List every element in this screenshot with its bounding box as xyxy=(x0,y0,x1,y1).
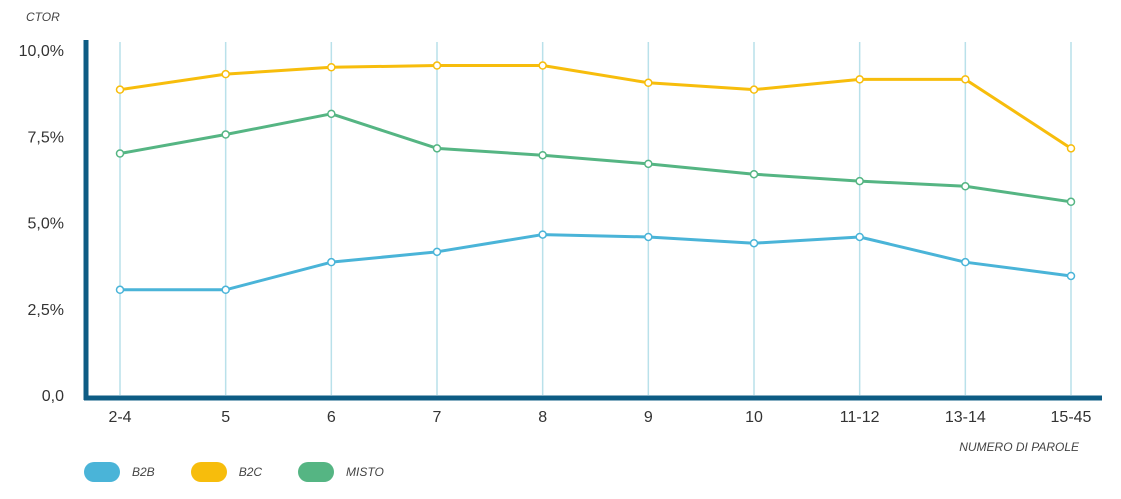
x-tick-label: 6 xyxy=(327,409,336,426)
series-line-b2b xyxy=(120,233,1072,292)
data-point-b2b xyxy=(115,285,125,295)
data-point-misto xyxy=(961,182,970,191)
x-tick-label: 9 xyxy=(644,409,653,426)
data-point-misto xyxy=(1066,197,1076,207)
legend-label-misto: MISTO xyxy=(346,465,384,479)
x-tick-label: 2-4 xyxy=(108,409,131,426)
x-axis-title: NUMERO DI PAROLE xyxy=(959,440,1080,454)
legend-swatch-misto xyxy=(298,462,335,482)
data-point-misto xyxy=(538,150,547,160)
y-tick-labels: 0,0 2,5% 5,0% 7,5% 10,0% xyxy=(19,43,64,405)
data-point-misto xyxy=(855,176,864,186)
vertical-gridlines xyxy=(119,42,1072,395)
legend-label-b2c: B2C xyxy=(238,465,263,479)
y-axis-title: CTOR xyxy=(26,10,60,24)
data-point-misto xyxy=(115,149,125,158)
data-point-b2b xyxy=(432,247,442,257)
legend-item-b2b: B2B xyxy=(84,462,155,482)
y-tick-label: 7,5% xyxy=(28,129,64,146)
data-point-b2b xyxy=(644,232,653,242)
data-point-b2c xyxy=(538,61,547,70)
data-point-b2b xyxy=(961,257,970,267)
data-point-b2c xyxy=(432,61,442,70)
data-point-b2c xyxy=(855,75,864,84)
x-tick-labels: 2-4 5 6 7 8 9 10 11-12 13-14 15-45 xyxy=(108,409,1091,426)
x-tick-label: 5 xyxy=(221,409,230,426)
data-point-b2b xyxy=(749,238,759,248)
line-chart: CTOR 0,0 2,5% 5,0% 7,5% 10,0% 2-4 5 6 7 8 9 10 11-1… xyxy=(19,10,1102,454)
data-point-b2c xyxy=(961,75,970,84)
data-point-b2c xyxy=(1066,144,1076,153)
data-point-b2b xyxy=(1066,271,1076,281)
data-point-misto xyxy=(749,169,759,179)
data-point-b2c xyxy=(221,69,230,79)
x-tick-label: 7 xyxy=(433,409,442,426)
data-point-b2c xyxy=(327,63,336,72)
legend-label-b2b: B2B xyxy=(132,465,155,479)
data-point-b2b xyxy=(855,232,864,242)
data-point-misto xyxy=(221,130,230,139)
x-tick-label: 13-14 xyxy=(945,409,986,426)
series-lines xyxy=(115,61,1076,295)
data-point-misto xyxy=(644,159,653,169)
data-point-b2c xyxy=(749,85,759,94)
data-point-b2c xyxy=(115,85,125,94)
y-tick-label: 2,5% xyxy=(28,302,64,319)
y-tick-label: 10,0% xyxy=(19,43,64,60)
legend: B2B B2C MISTO xyxy=(84,462,420,482)
x-tick-label: 11-12 xyxy=(840,409,880,426)
data-point-b2b xyxy=(221,285,230,295)
legend-swatch-b2b xyxy=(84,462,120,482)
data-point-misto xyxy=(432,144,442,153)
data-point-b2b xyxy=(538,230,547,239)
y-tick-label: 5,0% xyxy=(28,216,64,233)
y-tick-label: 0,0 xyxy=(42,388,64,405)
legend-swatch-b2c xyxy=(190,462,227,482)
legend-item-b2c: B2C xyxy=(190,462,263,482)
data-point-misto xyxy=(327,109,336,119)
series-line-misto xyxy=(119,112,1072,204)
x-tick-label: 8 xyxy=(538,409,547,426)
data-point-b2c xyxy=(644,78,653,88)
series-line-b2c xyxy=(119,64,1072,150)
data-point-b2b xyxy=(327,257,336,267)
x-tick-label: 10 xyxy=(745,409,763,426)
x-tick-label: 15-45 xyxy=(1051,409,1092,426)
legend-item-misto: MISTO xyxy=(298,462,384,482)
